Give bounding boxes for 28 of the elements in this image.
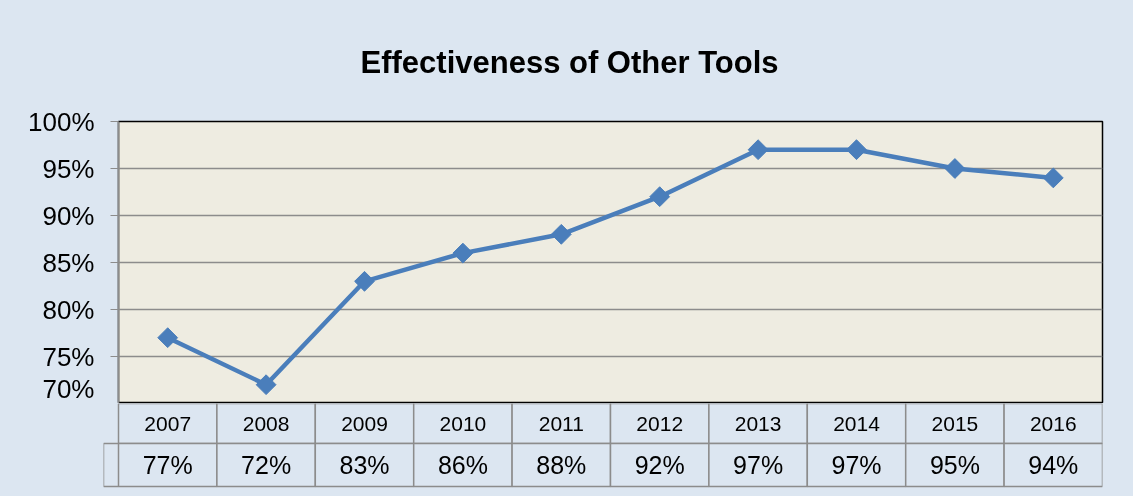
x-tick-label: 2008 xyxy=(242,411,290,435)
data-label: 95% xyxy=(929,451,980,479)
x-tick-label: 2015 xyxy=(931,411,979,435)
data-label: 86% xyxy=(437,451,488,479)
data-label: 92% xyxy=(634,451,685,479)
y-tick-label: 100% xyxy=(28,106,95,137)
x-tick-label: 2010 xyxy=(439,411,487,435)
x-tick-label: 2007 xyxy=(144,411,192,435)
x-tick-label: 2016 xyxy=(1029,411,1077,435)
data-label: 72% xyxy=(241,451,292,479)
x-tick-label: 2014 xyxy=(833,411,881,435)
x-tick-label: 2013 xyxy=(734,411,782,435)
chart-title: Effectiveness of Other Tools xyxy=(360,44,779,80)
data-label: 97% xyxy=(733,451,784,479)
y-tick-label: 90% xyxy=(42,200,95,231)
y-tick-label: 80% xyxy=(42,294,95,325)
y-tick-label: 95% xyxy=(42,153,95,184)
data-label: 94% xyxy=(1028,451,1079,479)
data-label: 83% xyxy=(339,451,390,479)
data-label: 88% xyxy=(536,451,587,479)
y-tick-label: 85% xyxy=(42,247,95,278)
data-label: 97% xyxy=(831,451,882,479)
x-tick-label: 2009 xyxy=(341,411,388,435)
x-tick-label: 2012 xyxy=(636,411,684,435)
x-tick-label: 2011 xyxy=(538,411,584,435)
y-tick-label: 75% xyxy=(42,341,95,372)
data-label: 77% xyxy=(142,451,193,479)
y-tick-label: 70% xyxy=(42,373,95,404)
